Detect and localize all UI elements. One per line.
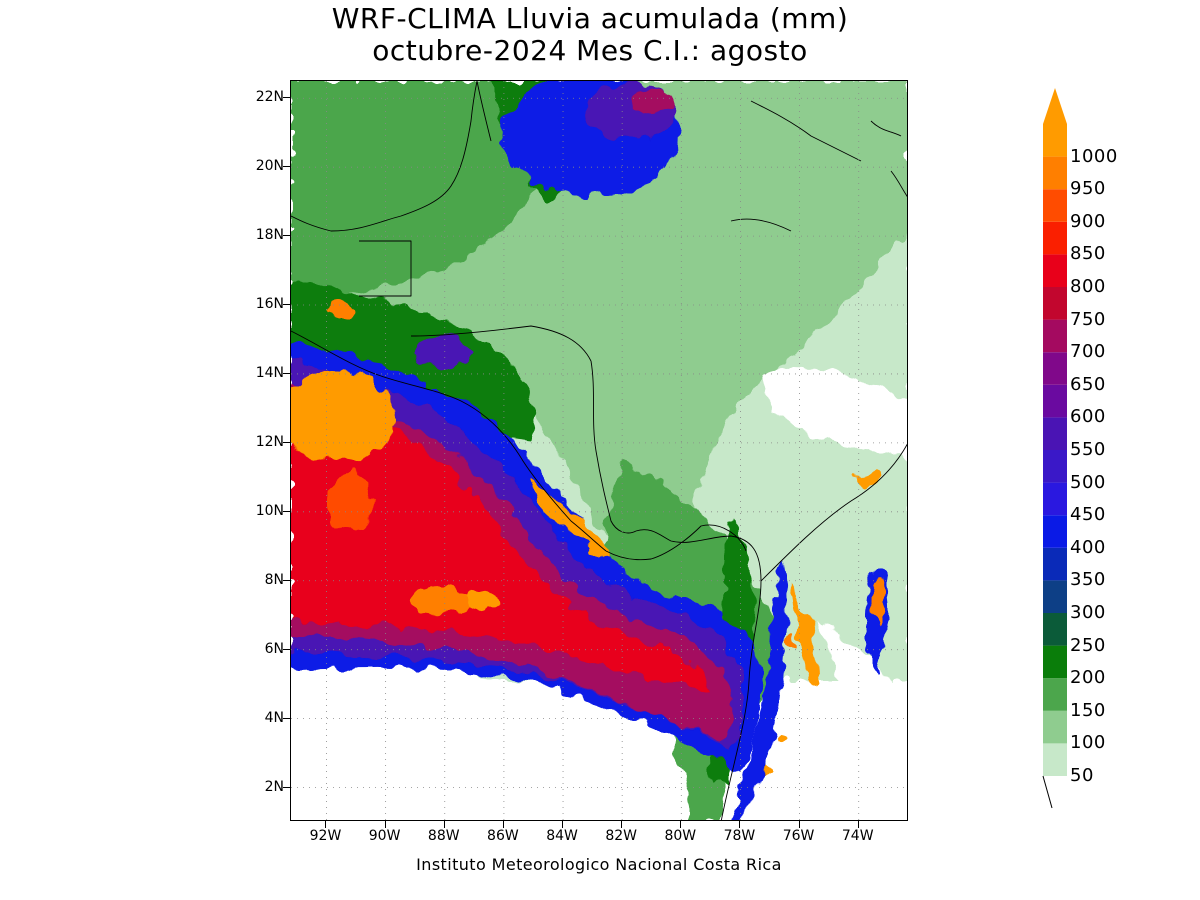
colorbar-box (1043, 645, 1067, 679)
chart-title-line-1: WRF-CLIMA Lluvia acumulada (mm) (331, 2, 849, 35)
colorbar-box (1043, 319, 1067, 353)
colorbar-box (1043, 710, 1067, 744)
colorbar-label: 750 (1070, 308, 1106, 330)
colorbar-label: 650 (1070, 373, 1106, 395)
lon-tick-label: 78W (723, 828, 756, 844)
lat-tick (283, 648, 290, 650)
colorbar-label: 450 (1070, 504, 1106, 526)
lon-tick-label: 82W (605, 828, 637, 844)
lon-tick (384, 821, 386, 828)
lat-tick (283, 166, 290, 168)
colorbar-box (1043, 515, 1067, 548)
lat-tick (283, 786, 290, 788)
lon-tick-label: 80W (664, 828, 697, 844)
lon-tick (621, 821, 623, 828)
lat-tick-label: 12N (255, 433, 284, 450)
colorbar-label: 200 (1070, 667, 1106, 689)
colorbar-label: 150 (1070, 699, 1106, 721)
colorbar-label: 950 (1070, 178, 1106, 200)
colorbar-label: 850 (1070, 243, 1106, 265)
lon-tick (325, 821, 327, 828)
lon-tick-label: 74W (841, 828, 874, 844)
lat-tick-label: 22N (255, 89, 284, 106)
chart-title-line-2: octubre-2024 Mes C.I.: agosto (372, 34, 808, 67)
lat-tick-label: 8N (264, 571, 284, 588)
colorbar-label: 550 (1070, 439, 1106, 460)
colorbar-box (1043, 254, 1067, 287)
lat-tick-label: 16N (255, 296, 284, 313)
colorbar-label: 300 (1070, 602, 1106, 623)
colorbar-label: 50 (1070, 765, 1094, 786)
lon-tick (443, 821, 445, 828)
lon-tick-label: 84W (546, 828, 578, 844)
lat-tick (283, 304, 290, 306)
colorbar-label: 800 (1070, 276, 1106, 297)
colorbar-label: 600 (1070, 406, 1106, 428)
colorbar-box (1043, 678, 1067, 711)
lat-tick-label: 6N (264, 640, 284, 657)
colorbar-label: 400 (1070, 536, 1106, 558)
coastlines (291, 81, 907, 820)
lat-tick (283, 235, 290, 237)
colorbar-label: 100 (1070, 732, 1106, 754)
lat-tick-label: 2N (264, 778, 284, 795)
colorbar-label: 900 (1070, 210, 1106, 232)
map-gridlines (291, 81, 907, 820)
colorbar-box (1043, 352, 1067, 385)
colorbar-box (1043, 417, 1067, 450)
colorbar-box (1043, 189, 1067, 222)
colorbar-label: 250 (1070, 634, 1106, 656)
lat-tick (283, 97, 290, 99)
colorbar-box (1043, 287, 1067, 320)
precipitation-field (291, 81, 907, 820)
rainfall-map (290, 80, 908, 821)
lat-tick (283, 441, 290, 443)
rainfall-map-canvas (291, 81, 907, 820)
colorbar (1042, 88, 1067, 809)
colorbar-box (1043, 547, 1067, 581)
colorbar-box (1043, 156, 1067, 190)
lon-tick-label: 90W (368, 828, 401, 844)
lon-tick (502, 821, 504, 828)
colorbar-max-arrow (1043, 88, 1067, 124)
colorbar-box (1043, 221, 1067, 255)
colorbar-label: 1000 (1070, 145, 1118, 167)
colorbar-box (1043, 450, 1067, 483)
lat-tick (283, 579, 290, 581)
lon-tick-label: 86W (487, 828, 519, 844)
credit-text: Instituto Meteorologico Nacional Costa R… (416, 855, 782, 874)
lat-tick (283, 717, 290, 719)
colorbar-box (1043, 482, 1067, 516)
colorbar-label: 350 (1070, 569, 1106, 591)
colorbar-box (1043, 613, 1067, 646)
colorbar-box (1043, 743, 1067, 776)
colorbar-label: 700 (1070, 341, 1106, 363)
colorbar-box (1043, 580, 1067, 613)
colorbar-box (1043, 384, 1067, 418)
lon-tick-label: 76W (782, 828, 815, 844)
lat-tick (283, 372, 290, 374)
lat-tick-label: 10N (255, 502, 284, 519)
lon-tick-label: 92W (309, 828, 342, 844)
lon-tick (798, 821, 800, 828)
colorbar-label: 500 (1070, 471, 1106, 493)
lon-tick (680, 821, 682, 828)
lon-tick (562, 821, 564, 828)
colorbar-boxes (1043, 124, 1067, 776)
lat-tick-label: 14N (255, 364, 284, 381)
lon-tick (739, 821, 741, 828)
lat-tick-label: 4N (264, 709, 284, 726)
lat-tick-label: 18N (255, 227, 284, 244)
colorbar-box (1043, 124, 1067, 157)
lon-tick (857, 821, 859, 828)
colorbar-min-tail (1042, 775, 1053, 809)
lat-tick (283, 510, 290, 512)
lon-tick-label: 88W (427, 828, 460, 844)
lat-tick-label: 20N (255, 158, 284, 175)
